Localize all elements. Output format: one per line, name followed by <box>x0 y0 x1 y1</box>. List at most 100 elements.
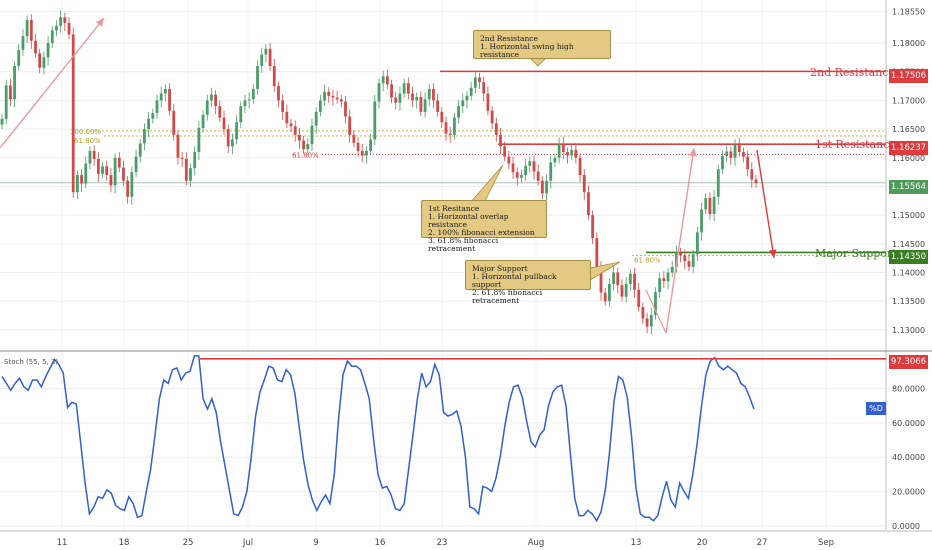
candle-body <box>230 139 234 147</box>
candle-body <box>645 318 649 327</box>
candle-body <box>545 180 548 194</box>
candle-body <box>540 180 544 194</box>
candle-body <box>737 144 741 153</box>
candle-body <box>113 157 117 186</box>
candle-body <box>394 97 398 103</box>
candle-body <box>331 95 335 98</box>
candle-body <box>143 129 146 144</box>
candle-body <box>499 134 502 147</box>
note-pointer-res1 <box>469 164 504 204</box>
arrow-fib-extension-head <box>688 148 697 157</box>
candle-body <box>691 254 695 267</box>
candle-body <box>649 315 653 327</box>
arrow-uptrend <box>0 17 105 149</box>
note-item: 1. Horizontal pullback support <box>472 272 557 289</box>
candle-body <box>344 101 347 117</box>
candle-body <box>419 96 423 112</box>
candle-body <box>147 118 151 130</box>
candle-body <box>595 238 599 268</box>
candle-body <box>528 161 532 166</box>
candle-body <box>109 175 113 186</box>
candle-body <box>658 278 662 293</box>
candle-body <box>385 76 389 85</box>
candle-body <box>494 123 498 135</box>
candle-body <box>520 175 523 178</box>
candle-body <box>415 96 419 101</box>
price-tick-label: 1.13500 <box>892 297 925 306</box>
candle-body <box>641 306 645 319</box>
candle-body <box>4 85 8 119</box>
candle-body <box>666 272 670 282</box>
candle-body <box>695 232 699 255</box>
candle-body <box>268 48 272 66</box>
candle-body <box>130 172 134 197</box>
candle-body <box>750 169 754 180</box>
price-tick-label: 1.16500 <box>892 125 925 134</box>
candle-body <box>218 106 222 118</box>
candle-body <box>298 134 301 141</box>
candle-body <box>578 157 582 175</box>
candle-body <box>754 179 758 184</box>
candle-body <box>335 97 339 100</box>
arrow-leg <box>645 289 667 334</box>
candle-body <box>285 111 289 124</box>
candle-body <box>708 197 712 215</box>
candle-body <box>423 99 427 112</box>
candle-body <box>733 144 737 158</box>
note-1st-resistance: 1st Resitance 1. Horizontal overlap resi… <box>421 200 547 253</box>
note-item: 1. Horizontal swing high resistance <box>480 42 574 59</box>
candle-body <box>17 49 21 66</box>
value-tag-stoch-resistance: 97.3066 <box>889 355 928 369</box>
candle-body <box>76 175 79 193</box>
candle-body <box>712 196 716 215</box>
candle-body <box>457 106 460 118</box>
candle-body <box>314 111 318 126</box>
candle-body <box>461 100 465 107</box>
candle-body <box>59 17 63 26</box>
stoch-d-line <box>1 355 755 523</box>
x-tick-label: Sep <box>818 538 834 548</box>
candle-body <box>582 175 586 193</box>
price-tick-label: 1.18000 <box>892 39 925 48</box>
arrow-projection-head <box>768 249 777 258</box>
candle-body <box>184 158 188 181</box>
candle-body <box>729 151 733 158</box>
candle-body <box>700 209 703 233</box>
candle-body <box>515 172 519 178</box>
candle-body <box>155 100 159 114</box>
price-tag-2nd-resistance: 1.17506 <box>889 69 928 83</box>
candle-body <box>532 161 536 172</box>
candle-body <box>122 167 125 181</box>
note-major-support: Major Support 1. Horizontal pullback sup… <box>465 260 591 305</box>
candle-body <box>205 100 209 115</box>
stoch-tick-label: 80.0000 <box>892 385 925 394</box>
note-item: 2. 100% fibonacci extension <box>428 228 535 237</box>
candle-body <box>624 284 628 297</box>
candle-body <box>440 111 444 123</box>
candle-body <box>13 65 16 100</box>
candle-body <box>88 150 92 164</box>
candle-body <box>293 126 297 135</box>
note-2nd-resistance: 2nd Resistance 1. Horizontal swing high … <box>473 30 611 59</box>
candle-body <box>398 93 402 103</box>
candle-body <box>453 117 456 135</box>
candle-body <box>63 17 67 23</box>
fib-label-618-b: 61.80% <box>292 151 319 159</box>
candle-body <box>616 272 620 286</box>
candle-body <box>226 129 230 147</box>
candle-body <box>436 100 440 112</box>
stoch-indicator-label: Stoch (55, 5, 3) <box>4 358 59 366</box>
candle-body <box>679 252 682 256</box>
stoch-tick-label: 60.0000 <box>892 419 925 428</box>
candle-body <box>490 110 494 124</box>
x-tick-label: 9 <box>313 538 318 548</box>
note-item: 2. 61.8% fibonacci retracement <box>472 288 543 305</box>
stoch-tick-label: 20.0000 <box>892 488 925 497</box>
candle-body <box>29 20 33 41</box>
candle-body <box>465 95 469 101</box>
candle-body <box>746 156 750 170</box>
note-title: 2nd Resistance <box>480 34 538 43</box>
candle-body <box>557 143 561 158</box>
candle-body <box>633 273 636 290</box>
